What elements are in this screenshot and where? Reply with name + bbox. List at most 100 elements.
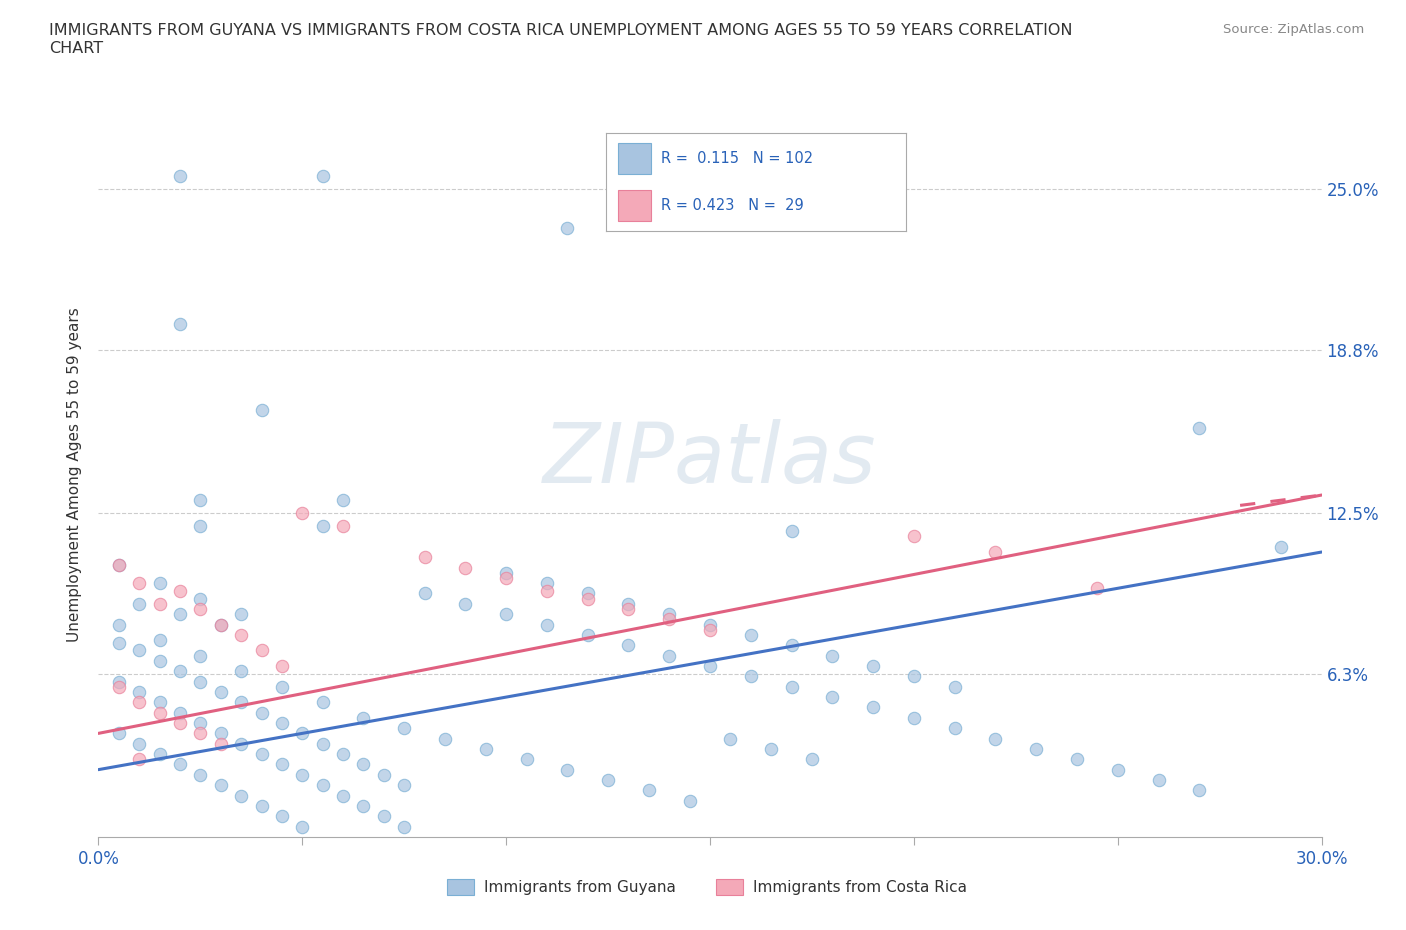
- Point: [536, 618, 558, 632]
- Point: [699, 658, 721, 673]
- Point: [576, 591, 599, 606]
- Point: [536, 583, 558, 598]
- Point: [1025, 741, 1047, 756]
- Point: [108, 674, 131, 689]
- Point: [1270, 539, 1292, 554]
- Point: [392, 819, 416, 834]
- Point: [576, 586, 599, 601]
- Text: Immigrants from Guyana: Immigrants from Guyana: [484, 880, 676, 895]
- Point: [332, 519, 354, 534]
- Point: [903, 711, 925, 725]
- Point: [128, 737, 150, 751]
- Point: [188, 715, 212, 730]
- Text: Immigrants from Costa Rica: Immigrants from Costa Rica: [752, 880, 967, 895]
- Point: [250, 402, 273, 417]
- Point: [250, 747, 273, 762]
- Point: [984, 545, 1007, 560]
- Bar: [716, 879, 742, 895]
- Point: [434, 731, 457, 746]
- Point: [108, 618, 131, 632]
- Point: [780, 679, 803, 694]
- Point: [108, 558, 131, 573]
- Point: [128, 684, 150, 699]
- Point: [149, 695, 172, 710]
- Point: [495, 606, 517, 621]
- Point: [231, 628, 253, 643]
- Point: [801, 751, 824, 766]
- Point: [128, 695, 150, 710]
- Point: [637, 783, 661, 798]
- Point: [679, 793, 702, 808]
- Point: [149, 632, 172, 647]
- Point: [149, 747, 172, 762]
- Text: Source: ZipAtlas.com: Source: ZipAtlas.com: [1223, 23, 1364, 36]
- Point: [903, 529, 925, 544]
- Point: [617, 596, 640, 611]
- Point: [108, 726, 131, 741]
- Point: [169, 715, 191, 730]
- Point: [231, 695, 253, 710]
- Point: [231, 664, 253, 679]
- Point: [128, 643, 150, 658]
- Point: [392, 777, 416, 792]
- Point: [780, 524, 803, 538]
- Point: [312, 519, 335, 534]
- Point: [250, 643, 273, 658]
- Point: [188, 591, 212, 606]
- Point: [149, 596, 172, 611]
- Point: [270, 679, 294, 694]
- Point: [536, 576, 558, 591]
- Point: [250, 705, 273, 720]
- Point: [617, 638, 640, 653]
- Point: [149, 576, 172, 591]
- Point: [231, 737, 253, 751]
- Point: [658, 612, 681, 627]
- Point: [270, 757, 294, 772]
- Point: [576, 628, 599, 643]
- Point: [188, 674, 212, 689]
- Point: [598, 773, 620, 788]
- Point: [740, 669, 762, 684]
- Point: [231, 606, 253, 621]
- Point: [454, 560, 477, 575]
- Point: [495, 570, 517, 585]
- Bar: [447, 879, 474, 895]
- Point: [821, 648, 844, 663]
- Point: [413, 586, 436, 601]
- Point: [352, 757, 374, 772]
- Point: [1188, 783, 1211, 798]
- Point: [454, 596, 477, 611]
- Point: [149, 654, 172, 669]
- Point: [862, 700, 884, 715]
- Text: IMMIGRANTS FROM GUYANA VS IMMIGRANTS FROM COSTA RICA UNEMPLOYMENT AMONG AGES 55 : IMMIGRANTS FROM GUYANA VS IMMIGRANTS FRO…: [49, 23, 1073, 56]
- Point: [699, 622, 721, 637]
- Point: [332, 493, 354, 508]
- Point: [495, 565, 517, 580]
- Point: [1147, 773, 1170, 788]
- Point: [555, 763, 579, 777]
- Point: [1188, 420, 1211, 435]
- Point: [903, 669, 925, 684]
- Point: [188, 602, 212, 617]
- Point: [1066, 751, 1088, 766]
- Point: [312, 777, 335, 792]
- Point: [169, 169, 191, 184]
- Point: [862, 658, 884, 673]
- Point: [108, 635, 131, 650]
- Point: [270, 658, 294, 673]
- Point: [209, 618, 232, 632]
- Point: [332, 747, 354, 762]
- Point: [291, 767, 314, 782]
- Point: [108, 558, 131, 573]
- Point: [149, 705, 172, 720]
- Point: [943, 721, 966, 736]
- Point: [392, 721, 416, 736]
- Point: [188, 493, 212, 508]
- Point: [188, 648, 212, 663]
- Point: [128, 751, 150, 766]
- Point: [699, 618, 721, 632]
- Y-axis label: Unemployment Among Ages 55 to 59 years: Unemployment Among Ages 55 to 59 years: [67, 307, 83, 642]
- Point: [291, 819, 314, 834]
- Point: [658, 606, 681, 621]
- Point: [169, 316, 191, 331]
